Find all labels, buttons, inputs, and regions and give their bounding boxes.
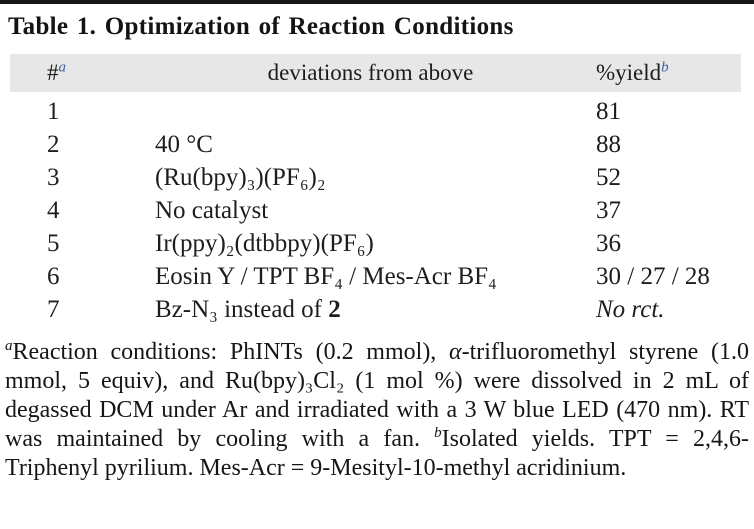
table-row: 4 No catalyst 37	[10, 194, 741, 227]
table-header-row: #a deviations from above %yieldb	[10, 54, 741, 92]
entry-number-cell: 7	[47, 295, 60, 323]
table-row: 3 (Ru(bpy)₃)(PF₆)₂ 52	[10, 161, 741, 194]
deviation-cell: Eosin Y / TPT BF₄ / Mes-Acr BF₄	[155, 262, 497, 290]
header-deviations-label: deviations from above	[267, 60, 474, 85]
yield-cell: 81	[596, 97, 621, 125]
yield-cell: 37	[596, 196, 621, 224]
header-deviations: deviations from above	[155, 54, 586, 92]
table-row: 7 Bz-N₃ instead of 2 No rct.	[10, 293, 741, 326]
table-footnote: aReaction conditions: PhINTs (0.2 mmol),…	[5, 338, 749, 482]
entry-number-cell: 3	[47, 163, 60, 191]
table-title: Table 1. Optimization of Reaction Condit…	[8, 13, 514, 40]
footnote-marker-b: b	[661, 59, 669, 76]
table-row: 1 81	[10, 92, 741, 128]
table-body: 1 81 2 40 °C 88 3 (Ru(bpy)₃)(PF₆)₂ 52 4 No cataly…	[10, 92, 741, 326]
deviation-cell	[155, 92, 586, 128]
table-row: 6 Eosin Y / TPT BF₄ / Mes-Acr BF₄ 30 / 27 …	[10, 260, 741, 293]
header-yield: %yieldb	[586, 54, 741, 92]
yield-cell: No rct.	[596, 295, 665, 323]
entry-number-cell: 2	[47, 130, 60, 158]
table-row: 2 40 °C 88	[10, 128, 741, 161]
deviation-cell: No catalyst	[155, 196, 269, 224]
deviation-cell: 40 °C	[155, 130, 213, 158]
entry-number-cell: 6	[47, 262, 60, 290]
table-top-rule	[0, 0, 754, 4]
yield-cell: 88	[596, 130, 621, 158]
footnote-marker-a: a	[58, 59, 67, 76]
header-entry-number: #a	[10, 54, 155, 92]
deviation-cell: (Ru(bpy)₃)(PF₆)₂	[155, 163, 326, 191]
header-entry-number-label: #	[47, 60, 59, 85]
entry-number-cell: 4	[47, 196, 60, 224]
deviation-cell: Bz-N₃ instead of 2	[155, 295, 341, 323]
yield-cell: 30 / 27 / 28	[596, 262, 710, 290]
header-yield-label: %yield	[596, 60, 662, 85]
deviation-cell: Ir(ppy)₂(dtbbpy)(PF₆)	[155, 229, 374, 257]
entry-number-cell: 5	[47, 229, 60, 257]
optimization-table: #a deviations from above %yieldb 1 81 2 40 …	[10, 54, 741, 326]
yield-cell: 36	[596, 229, 621, 257]
yield-cell: 52	[596, 163, 621, 191]
entry-number-cell: 1	[47, 97, 60, 125]
table-row: 5 Ir(ppy)₂(dtbbpy)(PF₆) 36	[10, 227, 741, 260]
